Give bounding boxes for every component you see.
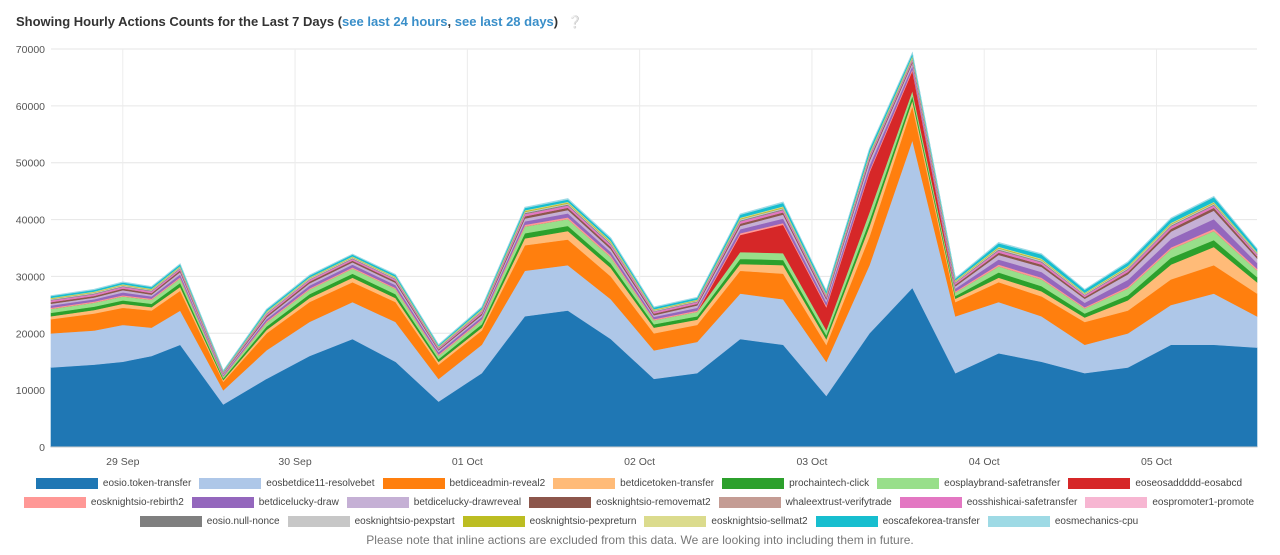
legend-item-betdicelucky-drawreveal[interactable]: betdicelucky-drawreveal — [346, 494, 522, 511]
x-tick-label: 05 Oct — [1141, 456, 1172, 468]
x-tick-label: 04 Oct — [969, 456, 1000, 468]
legend-swatch — [815, 516, 878, 527]
footnote: Please note that inline actions are excl… — [366, 533, 914, 547]
legend-item-eosshishicai-safetransfer[interactable]: eosshishicai-safetransfer — [899, 494, 1078, 511]
area-series-eosmechanics-cpu — [50, 51, 1258, 372]
chart-title: Showing Hourly Actions Counts for the La… — [16, 14, 583, 29]
see-last-28-days-link[interactable]: see last 28 days — [454, 14, 554, 29]
legend-item-eosplaybrand-safetransfer[interactable]: eosplaybrand-safetransfer — [877, 475, 1060, 492]
legend-item-prochaintech-click[interactable]: prochaintech-click — [722, 475, 869, 492]
y-tick-label: 30000 — [16, 271, 45, 283]
see-last-24-hours-link[interactable]: see last 24 hours — [342, 14, 448, 29]
legend-label: prochaintech-click — [789, 478, 870, 489]
legend-item-eosknightsio-sellmat2[interactable]: eosknightsio-sellmat2 — [644, 513, 808, 530]
legend-swatch — [191, 497, 254, 508]
legend-swatch — [346, 497, 409, 508]
legend-swatch — [1068, 478, 1131, 489]
x-tick-label: 01 Oct — [452, 456, 483, 468]
legend-swatch — [529, 497, 592, 508]
legend-item-eoseosaddddd-eosabcd[interactable]: eoseosaddddd-eosabcd — [1068, 475, 1242, 492]
y-tick-label: 60000 — [16, 101, 45, 113]
legend-label: eosio.null-nonce — [206, 516, 280, 527]
chart-areas — [50, 51, 1258, 448]
x-tick-label: 03 Oct — [796, 456, 827, 468]
legend-swatch — [462, 516, 525, 527]
chart-title-text: Showing Hourly Actions Counts for the La… — [16, 14, 335, 29]
legend-label: eoseosaddddd-eosabcd — [1135, 478, 1243, 489]
legend-swatch — [287, 516, 350, 527]
legend-label: betdicelucky-drawreveal — [413, 497, 522, 508]
legend-label: eosbetdice11-resolvebet — [266, 478, 375, 489]
y-tick-label: 0 — [39, 442, 45, 454]
y-tick-label: 20000 — [16, 328, 45, 340]
legend-swatch — [553, 478, 616, 489]
y-tick-label: 10000 — [16, 385, 45, 397]
legend-swatch — [987, 516, 1050, 527]
legend-item-betdiceadmin-reveal2[interactable]: betdiceadmin-reveal2 — [382, 475, 546, 492]
x-tick-label: 29 Sep — [106, 456, 139, 468]
legend-item-eosknightsio-pexpstart[interactable]: eosknightsio-pexpstart — [287, 513, 455, 530]
legend-swatch — [35, 478, 98, 489]
legend-item-eosbetdice11-resolvebet[interactable]: eosbetdice11-resolvebet — [199, 475, 375, 492]
chart-legend: eosio.token-transfer eosbetdice11-resolve… — [14, 475, 1266, 530]
legend-item-betdicelucky-draw[interactable]: betdicelucky-draw — [191, 494, 339, 511]
legend-swatch — [139, 516, 202, 527]
legend-item-eosknightsio-removemat2[interactable]: eosknightsio-removemat2 — [529, 494, 711, 511]
legend-item-eosio-token-transfer[interactable]: eosio.token-transfer — [35, 475, 192, 492]
legend-label: betdiceadmin-reveal2 — [449, 478, 546, 489]
legend-swatch — [382, 478, 445, 489]
legend-swatch — [1085, 497, 1148, 508]
legend-swatch — [722, 478, 785, 489]
legend-label: eosshishicai-safetransfer — [966, 497, 1078, 508]
link-separator: , — [447, 14, 455, 29]
legend-label: eosmechanics-cpu — [1054, 516, 1139, 527]
legend-swatch — [899, 497, 962, 508]
legend-label: betdicetoken-transfer — [620, 478, 715, 489]
y-tick-label: 70000 — [16, 44, 45, 56]
y-tick-label: 50000 — [16, 158, 45, 170]
legend-label: eosknightsio-rebirth2 — [90, 497, 184, 508]
legend-swatch — [23, 497, 86, 508]
y-tick-label: 40000 — [16, 215, 45, 227]
legend-item-betdicetoken-transfer[interactable]: betdicetoken-transfer — [553, 475, 714, 492]
legend-item-eosio-null-nonce[interactable]: eosio.null-nonce — [139, 513, 280, 530]
legend-swatch — [644, 516, 707, 527]
legend-item-eoscafekorea-transfer[interactable]: eoscafekorea-transfer — [815, 513, 980, 530]
legend-item-eosknightsio-pexpreturn[interactable]: eosknightsio-pexpreturn — [462, 513, 637, 530]
chart-axes: 0 10000 20000 30000 40000 50000 60000 70000 29 S… — [16, 44, 1257, 468]
legend-item-eosmechanics-cpu[interactable]: eosmechanics-cpu — [987, 513, 1139, 530]
legend-item-eospromoter1-promote[interactable]: eospromoter1-promote — [1085, 494, 1254, 511]
question-icon[interactable]: ❔ — [567, 15, 583, 29]
legend-label: betdicelucky-draw — [258, 497, 339, 508]
legend-label: eosknightsio-sellmat2 — [711, 516, 808, 527]
stacked-area-chart: 0 10000 20000 30000 40000 50000 60000 70000 29 S… — [16, 44, 1258, 468]
legend-label: eosio.token-transfer — [102, 478, 192, 489]
legend-label: eosknightsio-pexpstart — [354, 516, 455, 527]
legend-label: eoscafekorea-transfer — [882, 516, 980, 527]
legend-swatch — [877, 478, 940, 489]
legend-label: eosknightsio-pexpreturn — [529, 516, 637, 527]
x-tick-label: 30 Sep — [278, 456, 311, 468]
paren-close: ) — [553, 14, 559, 29]
legend-item-eosknightsio-rebirth2[interactable]: eosknightsio-rebirth2 — [23, 494, 184, 511]
legend-label: eosplaybrand-safetransfer — [944, 478, 1061, 489]
legend-label: whaleextrust-verifytrade — [785, 497, 892, 508]
x-tick-label: 02 Oct — [624, 456, 655, 468]
legend-swatch — [199, 478, 262, 489]
paren-open: ( — [337, 14, 343, 29]
legend-swatch — [718, 497, 781, 508]
legend-label: eosknightsio-removemat2 — [596, 497, 711, 508]
legend-item-whaleextrust-verifytrade[interactable]: whaleextrust-verifytrade — [718, 494, 892, 511]
legend-label: eospromoter1-promote — [1152, 497, 1255, 508]
